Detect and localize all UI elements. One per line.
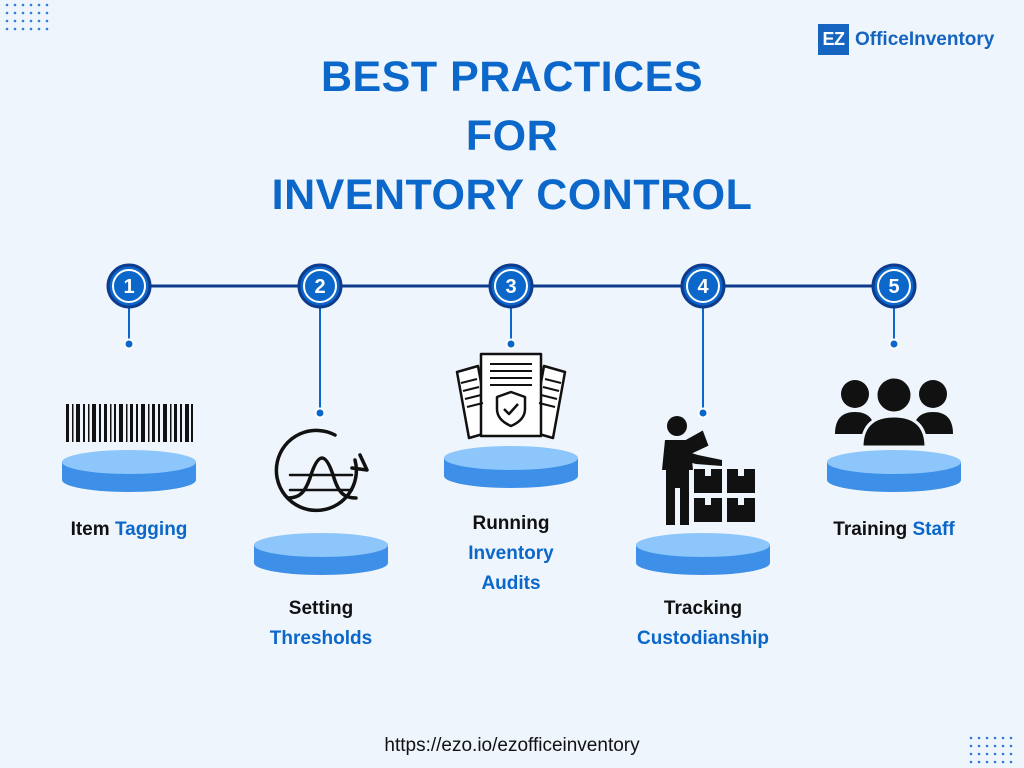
- step-label-4: Tracking Custodianship: [603, 594, 803, 654]
- connector-dot-5: [888, 338, 900, 350]
- step-number-2: 2: [314, 276, 325, 298]
- step-label-2-b: Thresholds: [269, 628, 373, 649]
- timeline-graphic: 1 2 3 4 5: [62, 263, 961, 575]
- step-badge-1: 1: [106, 263, 152, 309]
- connector-dot-2: [314, 407, 326, 419]
- brand-logo: EZ OfficeInventory: [818, 24, 994, 55]
- team-icon: [835, 375, 953, 449]
- threshold-wave-icon: [274, 428, 369, 513]
- step-number-5: 5: [888, 276, 899, 298]
- connector-dot-3: [505, 338, 517, 350]
- step-label-5-a: Training: [833, 519, 908, 540]
- step-label-3-b: Inventory: [468, 543, 554, 564]
- audit-documents-icon: [455, 352, 567, 440]
- step-label-3: Running Inventory Audits: [411, 509, 611, 599]
- step-label-3-a: Running: [472, 513, 550, 534]
- step-label-5-b: Staff: [912, 519, 955, 540]
- connector-dot-1: [123, 338, 135, 350]
- step-number-4: 4: [697, 276, 709, 298]
- page-title-line-3: INVENTORY CONTROL: [271, 171, 753, 219]
- step-badge-3: 3: [488, 263, 534, 309]
- platform-5: [827, 450, 961, 492]
- connector-dot-4: [697, 407, 709, 419]
- step-badge-2: 2: [297, 263, 343, 309]
- step-label-1-b: Tagging: [114, 519, 188, 540]
- step-label-5: Training Staff: [794, 515, 994, 545]
- page-title-line-1: BEST PRACTICES: [320, 53, 704, 101]
- step-label-2: Setting Thresholds: [221, 594, 421, 654]
- worker-boxes-icon: [662, 416, 755, 525]
- step-label-4-b: Custodianship: [637, 628, 769, 649]
- platform-2: [254, 533, 388, 575]
- step-label-4-a: Tracking: [663, 598, 743, 619]
- step-label-1-a: Item: [70, 519, 110, 540]
- step-number-3: 3: [505, 276, 516, 298]
- step-label-2-a: Setting: [288, 598, 354, 619]
- logo-badge: EZ: [818, 24, 849, 55]
- dot-grid-decoration: [969, 736, 1013, 764]
- step-badge-5: 5: [871, 263, 917, 309]
- platform-4: [636, 533, 770, 575]
- platform-3: [444, 446, 578, 488]
- step-label-1: Item Tagging: [29, 515, 229, 545]
- step-badge-4: 4: [680, 263, 726, 309]
- dot-grid-decoration: [5, 3, 49, 31]
- page-title-line-2: FOR: [465, 112, 559, 160]
- platform-1: [62, 450, 196, 492]
- logo-name: OfficeInventory: [855, 28, 995, 50]
- step-label-3-c: Audits: [481, 573, 541, 594]
- footer-url[interactable]: https://ezo.io/ezofficeinventory: [384, 735, 640, 756]
- step-number-1: 1: [123, 276, 134, 298]
- barcode-icon: [66, 404, 193, 442]
